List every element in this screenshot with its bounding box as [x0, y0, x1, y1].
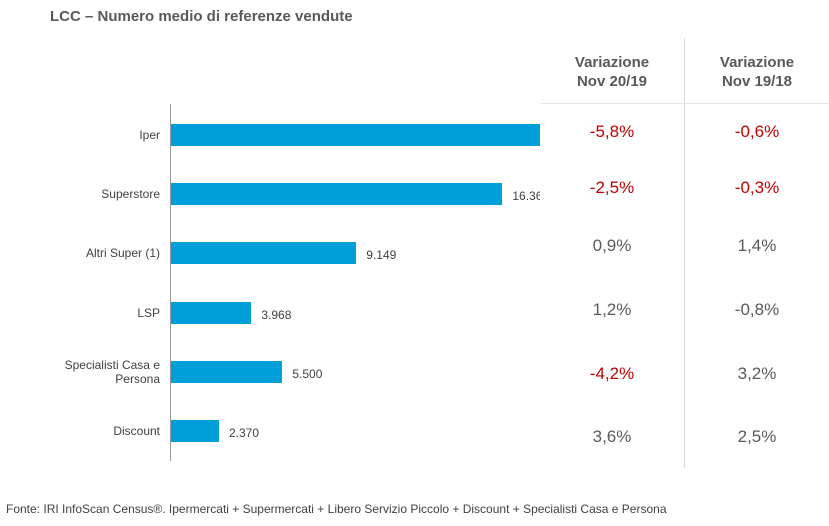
table-cell: 3,6% — [592, 427, 632, 446]
data-label: 9.149 — [366, 248, 397, 263]
data-label: 3.968 — [261, 307, 292, 322]
data-label: 16.364 — [512, 189, 550, 204]
table-cell: 1,4% — [737, 236, 777, 255]
table-cell: 2,5% — [737, 427, 777, 446]
table: Variazione Nov 20/19 Variazione Nov 19/18… — [540, 0, 829, 490]
y-axis — [170, 104, 171, 461]
category-label: Superstore — [101, 187, 160, 202]
bar — [171, 242, 357, 265]
table-cell: 1,2% — [592, 300, 632, 319]
table-cell: -4,2% — [589, 364, 635, 383]
column-divider — [684, 38, 685, 468]
table-cell: -0,3% — [734, 178, 780, 197]
category-label: Specialisti Casa e Persona — [64, 357, 160, 386]
category-label: LSP — [137, 305, 160, 320]
column-header: Variazione Nov 20/19 — [574, 54, 650, 90]
bar — [171, 360, 283, 383]
bar — [171, 301, 252, 324]
table-cell: -5,8% — [589, 122, 635, 141]
table-cell: 0,9% — [592, 236, 632, 255]
category-label: Altri Super (1) — [85, 246, 160, 261]
table-cell: -2,5% — [589, 178, 635, 197]
table-cell: -0,8% — [734, 300, 780, 319]
data-label: 5.500 — [292, 366, 323, 381]
bar — [171, 183, 503, 206]
table-cell: 3,2% — [737, 364, 777, 383]
bar — [171, 124, 542, 146]
data-label: 2.370 — [228, 426, 260, 440]
chart-title: LCC – Numero medio di referenze vendute — [50, 8, 353, 25]
category-label: Iper — [139, 128, 160, 142]
column-header: Variazione Nov 19/18 — [719, 54, 795, 90]
category-label: Discount — [113, 424, 160, 438]
footer: Fonte: IRI InfoScan Census®. Ipermercati… — [6, 502, 667, 516]
header-rule — [540, 103, 829, 104]
table-cell: -0,6% — [734, 122, 780, 141]
bar — [171, 420, 219, 442]
